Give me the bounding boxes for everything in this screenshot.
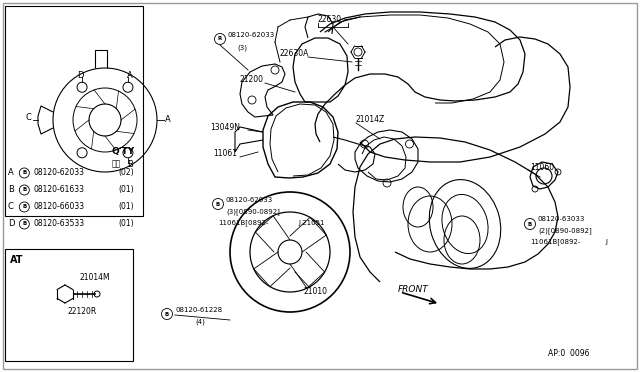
Text: 21200: 21200 [240, 76, 264, 84]
Text: B: B [165, 311, 169, 317]
Text: 11061B[0892-: 11061B[0892- [218, 219, 268, 227]
Text: 22630: 22630 [318, 16, 342, 25]
Text: 数量: 数量 [112, 160, 121, 169]
Text: (01): (01) [118, 186, 134, 195]
Text: (3): (3) [237, 45, 247, 51]
Text: 21014Z: 21014Z [355, 115, 384, 125]
Text: 11061: 11061 [213, 150, 237, 158]
Text: 08120-63033: 08120-63033 [538, 216, 586, 222]
Text: 11061B[0892-: 11061B[0892- [530, 238, 580, 246]
Bar [5, 6, 143, 216]
Text: B: B [22, 187, 26, 192]
Text: FRONT: FRONT [398, 285, 429, 295]
Text: (4): (4) [195, 319, 205, 325]
Text: J 21051: J 21051 [298, 220, 324, 226]
Text: 22120R: 22120R [67, 308, 96, 317]
Text: AT: AT [10, 256, 23, 265]
Text: 08120-62033: 08120-62033 [226, 197, 273, 203]
Text: (2)[0890-0892]: (2)[0890-0892] [538, 228, 592, 234]
Text: (01): (01) [118, 202, 134, 211]
Text: B: B [127, 160, 133, 169]
Text: D: D [77, 71, 83, 80]
Text: B: B [22, 170, 26, 176]
Text: (01): (01) [118, 219, 134, 228]
Text: C: C [8, 202, 13, 211]
Text: 08120-61633: 08120-61633 [33, 186, 84, 195]
Text: J: J [605, 239, 607, 245]
Text: (02): (02) [118, 169, 134, 177]
Text: B: B [22, 221, 26, 227]
Text: 21010: 21010 [304, 288, 328, 296]
Text: 22630A: 22630A [280, 49, 309, 58]
Text: B: B [22, 205, 26, 209]
Text: B: B [528, 221, 532, 227]
Text: AP:0  0096: AP:0 0096 [548, 350, 589, 359]
Text: A: A [165, 115, 171, 125]
Text: A: A [127, 71, 133, 80]
Text: 13049N: 13049N [210, 122, 240, 131]
Text: (3)[0890-0892]: (3)[0890-0892] [226, 209, 280, 215]
Text: D: D [8, 219, 14, 228]
Text: R: R [218, 36, 222, 42]
Text: B: B [8, 186, 13, 195]
Text: A: A [8, 169, 13, 177]
Text: 08120-62033: 08120-62033 [33, 169, 84, 177]
Text: 08120-61228: 08120-61228 [175, 307, 222, 313]
Bar [5, 249, 133, 361]
Text: 11060: 11060 [530, 163, 554, 171]
Text: C: C [25, 113, 31, 122]
Text: 08120-62033: 08120-62033 [228, 32, 275, 38]
Text: B: B [216, 202, 220, 206]
Text: 21014M: 21014M [80, 273, 111, 282]
Text: 08120-66033: 08120-66033 [33, 202, 84, 211]
Text: Q'TY: Q'TY [112, 147, 135, 156]
Text: 08120-63533: 08120-63533 [33, 219, 84, 228]
